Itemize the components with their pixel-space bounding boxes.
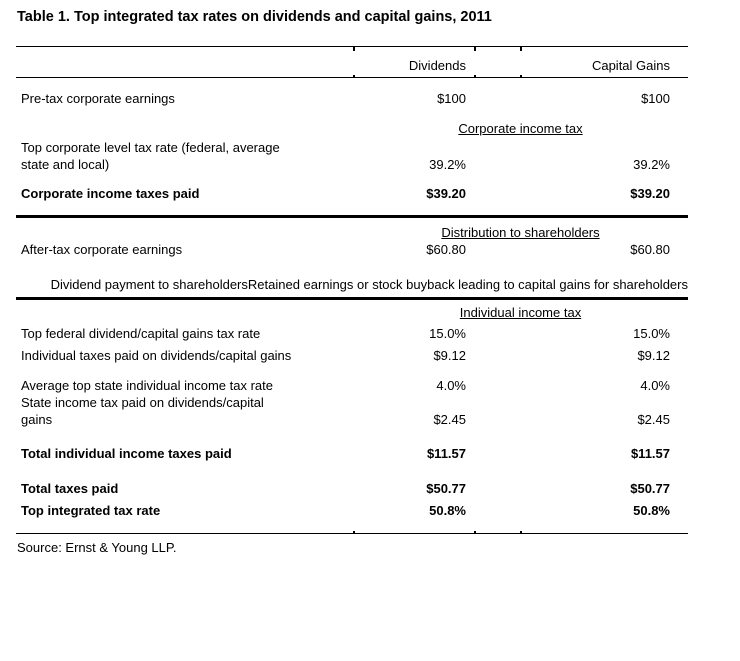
row-top-federal-rate: Top federal dividend/capital gains tax r…: [16, 325, 688, 342]
column-subheader-row: Dividend payment to shareholders Retaine…: [16, 276, 688, 293]
value-dividends: 15.0%: [429, 326, 466, 341]
column-tick: [474, 530, 476, 534]
section-divider-rule: [16, 215, 688, 218]
value-dividends: $100: [437, 91, 466, 106]
source-note: Source: Ernst & Young LLP.: [17, 540, 177, 555]
column-tick: [520, 74, 522, 78]
row-total-individual-taxes-paid: Total individual income taxes paid $11.5…: [16, 445, 688, 462]
value-dividends: 39.2%: [429, 157, 466, 172]
row-label: Average top state individual income tax …: [21, 378, 273, 393]
value-capital-gains: $60.80: [630, 242, 670, 257]
row-pretax-corporate-earnings: Pre-tax corporate earnings $100 $100: [16, 90, 688, 107]
section-header-individual-income-tax: Individual income tax: [353, 304, 688, 321]
section-divider-rule: [16, 297, 688, 300]
value-capital-gains: 4.0%: [640, 378, 670, 393]
value-capital-gains: $50.77: [630, 481, 670, 496]
value-capital-gains: $39.20: [630, 186, 670, 201]
column-tick: [353, 47, 355, 51]
row-individual-taxes-paid: Individual taxes paid on dividends/capit…: [16, 347, 688, 364]
table-title: Table 1. Top integrated tax rates on div…: [17, 9, 492, 25]
subheader-dividend-payment: Dividend payment to shareholders: [50, 277, 248, 292]
row-label: After-tax corporate earnings: [21, 242, 183, 257]
row-label: Total taxes paid: [21, 481, 119, 496]
top-rule: [16, 46, 688, 51]
header-rule: [16, 74, 688, 78]
row-label: Pre-tax corporate earnings: [21, 91, 175, 106]
section-header-label: Distribution to shareholders: [441, 225, 600, 240]
value-dividends: 4.0%: [436, 378, 466, 393]
row-label: Total individual income taxes paid: [21, 446, 232, 461]
subheader-retained-earnings: Retained earnings or stock buyback leadi…: [247, 277, 688, 292]
value-capital-gains: $11.57: [630, 446, 670, 461]
column-header-dividends: Dividends: [408, 58, 466, 73]
section-header-label: Individual income tax: [459, 305, 582, 320]
row-top-corporate-tax-rate: Top corporate level tax rate (federal, a…: [16, 139, 688, 173]
column-tick: [520, 530, 522, 534]
column-tick: [474, 47, 476, 51]
row-average-state-rate: Average top state individual income tax …: [16, 377, 688, 394]
column-tick: [353, 74, 355, 78]
section-header-corporate-income-tax: Corporate income tax: [353, 120, 688, 137]
value-dividends: $9.12: [433, 348, 466, 363]
tax-table: Dividends Capital Gains Pre-tax corporat…: [16, 46, 688, 534]
value-dividends: $60.80: [426, 242, 466, 257]
row-label: State income tax paid on dividends/capit…: [21, 395, 264, 427]
section-header-label: Corporate income tax: [458, 121, 583, 136]
column-tick: [353, 530, 355, 534]
value-capital-gains: 50.8%: [633, 503, 670, 518]
value-dividends: $50.77: [426, 481, 466, 496]
row-label: Individual taxes paid on dividends/capit…: [21, 348, 292, 363]
row-state-income-tax-paid: State income tax paid on dividends/capit…: [16, 394, 688, 428]
value-dividends: $11.57: [426, 446, 466, 461]
value-capital-gains: 39.2%: [633, 157, 670, 172]
value-capital-gains: $100: [641, 91, 670, 106]
column-header-row: Dividends Capital Gains: [16, 47, 688, 77]
row-label: Top corporate level tax rate (federal, a…: [21, 140, 280, 172]
value-dividends: 50.8%: [429, 503, 466, 518]
bottom-rule: [16, 530, 688, 534]
row-top-integrated-tax-rate: Top integrated tax rate 50.8% 50.8%: [16, 502, 688, 519]
value-dividends: $39.20: [426, 186, 466, 201]
value-capital-gains: $9.12: [637, 348, 670, 363]
row-label: Top integrated tax rate: [21, 503, 161, 518]
section-header-distribution-to-shareholders: Distribution to shareholders: [353, 224, 688, 241]
value-capital-gains: $2.45: [637, 412, 670, 427]
row-total-taxes-paid: Total taxes paid $50.77 $50.77: [16, 480, 688, 497]
row-corporate-income-taxes-paid: Corporate income taxes paid $39.20 $39.2…: [16, 185, 688, 202]
document-page: Table 1. Top integrated tax rates on div…: [0, 9, 740, 661]
column-header-capital-gains: Capital Gains: [591, 58, 670, 73]
column-tick: [474, 74, 476, 78]
value-capital-gains: 15.0%: [633, 326, 670, 341]
value-dividends: $2.45: [433, 412, 466, 427]
row-after-tax-corporate-earnings: After-tax corporate earnings $60.80 $60.…: [16, 241, 688, 258]
row-label: Corporate income taxes paid: [21, 186, 200, 201]
column-tick: [520, 47, 522, 51]
row-label: Top federal dividend/capital gains tax r…: [21, 326, 261, 341]
